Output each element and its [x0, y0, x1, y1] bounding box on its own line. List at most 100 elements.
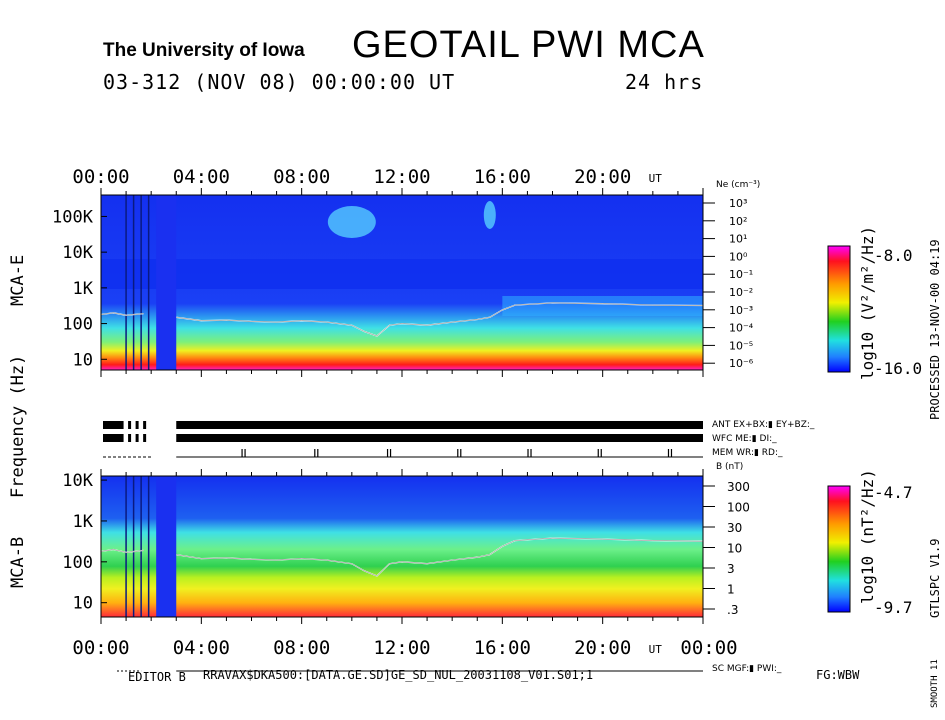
- colorbar-e: [827, 245, 851, 373]
- b-field-tick-label: 1: [727, 583, 735, 597]
- b-field-tick-label: 10: [727, 542, 742, 556]
- panel-label-mca-b: MCA-B: [8, 536, 28, 588]
- mca-e-quiet-band: [101, 259, 703, 289]
- e-y-tick-label: 10K: [62, 243, 93, 263]
- wfc-status-bar: [176, 434, 703, 442]
- mem-mark: [386, 449, 389, 457]
- ant-status-bar-seg: [128, 421, 132, 429]
- e-x-tick-label: 20:00: [574, 166, 631, 188]
- mem-mark: [600, 449, 602, 457]
- mca-e-late-enhance: [502, 296, 703, 316]
- ne-tick-label: 10²: [729, 215, 747, 228]
- mca-b-cutoff-line-shadow: [100, 537, 704, 577]
- mem-mark: [314, 449, 316, 457]
- e-y-tick-label: 100: [62, 315, 93, 335]
- e-x-tick-label: 08:00: [273, 166, 330, 188]
- e-y-tick-label: 1K: [73, 279, 94, 299]
- b-x-tick-label: 16:00: [474, 637, 531, 659]
- ne-tick-label: 10⁻²: [729, 286, 753, 299]
- b-y-tick-label: 100: [62, 553, 93, 573]
- mem-mark: [530, 449, 532, 457]
- b-x-tick-label: 12:00: [373, 637, 430, 659]
- mem-mark: [244, 449, 246, 457]
- editor-label: EDITOR B: [128, 670, 186, 684]
- colorbar-b-min: -9.7: [874, 598, 913, 617]
- mca-e-cutoff-line-shadow: [100, 302, 704, 337]
- colorbar-e-max: -8.0: [874, 246, 913, 265]
- ant-status-bar-seg: [135, 421, 139, 429]
- ne-tick-label: 10⁻³: [729, 304, 753, 317]
- ne-tick-label: 10¹: [729, 233, 747, 246]
- date-line: 03-312 (NOV 08) 00:00:00 UT: [103, 70, 456, 94]
- plot-title: GEOTAIL PWI MCA: [352, 24, 705, 66]
- e-x-unit-label: UT: [649, 172, 663, 185]
- wfc-status-bar-seg: [128, 434, 132, 442]
- mca-e-data-gap: [156, 195, 177, 370]
- mem-mark: [597, 449, 599, 457]
- mca-e-emission-1: [327, 206, 376, 238]
- b-x-tick-label: 00:00: [72, 637, 129, 659]
- frequency-axis-label: Frequency (Hz): [8, 354, 28, 498]
- duration-label: 24 hrs: [625, 70, 704, 94]
- ne-tick-label: 10⁻⁵: [729, 339, 753, 352]
- wfc-status-bar-early: [103, 434, 124, 442]
- mem-mark: [670, 449, 673, 457]
- b-axis-title: B (nT): [716, 462, 744, 472]
- mgf-status-label: SC MGF:▮ PWI:_: [712, 664, 782, 674]
- b-y-tick-label: 10K: [62, 471, 93, 491]
- ant-status-bar-early: [103, 421, 124, 429]
- ant-status-bar-seg: [143, 421, 147, 429]
- wfc-status-bar-seg: [135, 434, 139, 442]
- ne-tick-label: 10³: [729, 197, 747, 210]
- mem-mark: [241, 449, 243, 457]
- ant-status-bar: [176, 421, 703, 429]
- ant-status-label: ANT EX+BX:▮ EY+BZ:_: [712, 420, 815, 430]
- e-x-tick-label: 04:00: [173, 166, 230, 188]
- e-x-tick-label: 16:00: [474, 166, 531, 188]
- colorbar-label-b: log10 (nT²/Hz): [858, 469, 877, 604]
- b-field-tick-label: 100: [727, 501, 750, 515]
- wfc-status-label: WFC ME:▮ DI:_: [712, 434, 777, 444]
- version-label: GTLSPC V1.9: [928, 538, 942, 618]
- mem-status-label: MEM WR:▮ RD:_: [712, 448, 783, 458]
- smooth-label: SMOOTH 11: [930, 659, 940, 708]
- b-y-tick-label: 1K: [73, 512, 94, 532]
- fg-label: FG:WBW: [816, 668, 860, 682]
- colorbar-b-max: -4.7: [874, 483, 913, 502]
- b-x-tick-label: 00:00: [680, 637, 737, 659]
- mca-b-data-gap: [156, 476, 177, 617]
- b-field-tick-label: 300: [727, 480, 750, 494]
- e-x-tick-label: 00:00: [72, 166, 129, 188]
- b-field-tick-label: 30: [727, 521, 742, 535]
- ne-axis-title: Ne (cm⁻³): [716, 180, 761, 190]
- mem-mark: [457, 449, 459, 457]
- b-y-tick-label: 10: [73, 594, 93, 614]
- mca-e-emission-2: [483, 201, 496, 229]
- e-y-tick-label: 10: [73, 350, 93, 370]
- b-field-tick-label: 3: [727, 562, 735, 576]
- file-path: RRAVAX$DKA500:[DATA.GE.SD]GE_SD_NUL_2003…: [203, 668, 594, 682]
- mem-mark: [527, 449, 529, 457]
- e-x-tick-label: 12:00: [373, 166, 430, 188]
- mem-mark: [389, 449, 392, 457]
- b-x-unit-label: UT: [649, 643, 663, 656]
- b-x-tick-label: 08:00: [273, 637, 330, 659]
- b-x-tick-label: 04:00: [173, 637, 230, 659]
- ne-tick-label: 10⁻⁴: [729, 322, 754, 335]
- colorbar-label-e: log10 (V²/m²/Hz): [858, 225, 877, 380]
- colorbar-b: [827, 485, 851, 613]
- e-y-tick-label: 100K: [52, 207, 94, 227]
- mem-mark: [460, 449, 462, 457]
- mem-mark: [317, 449, 319, 457]
- b-x-tick-label: 20:00: [574, 637, 631, 659]
- colorbar-e-min: -16.0: [874, 359, 922, 378]
- ne-tick-label: 10⁻⁶: [729, 357, 754, 370]
- processed-label: PROCESSED 13-NOV-00 04:19: [928, 239, 942, 420]
- panel-label-mca-e: MCA-E: [8, 254, 28, 306]
- b-field-tick-label: .3: [727, 603, 738, 617]
- institution-label: The University of Iowa: [103, 40, 305, 61]
- ne-tick-label: 10⁰: [729, 250, 748, 263]
- mca-b-spectrogram: [101, 476, 703, 617]
- mem-mark: [667, 449, 670, 457]
